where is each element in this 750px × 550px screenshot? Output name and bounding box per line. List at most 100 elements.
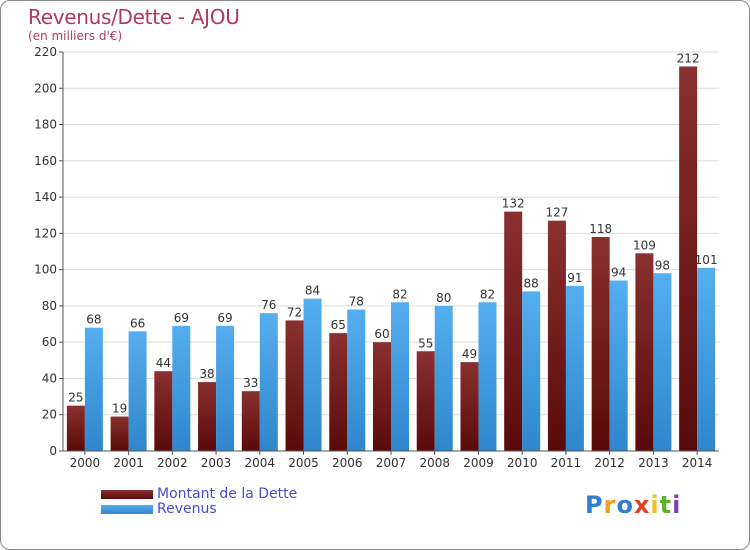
revenus-value-label: 76 bbox=[261, 298, 276, 312]
revenus-bar bbox=[172, 325, 191, 451]
x-tick-label: 2006 bbox=[332, 456, 363, 470]
revenus-value-label: 88 bbox=[524, 276, 539, 290]
x-tick-label: 2002 bbox=[157, 456, 188, 470]
debt-bar bbox=[504, 211, 523, 451]
revenus-bar bbox=[434, 305, 453, 451]
y-tick-label: 40 bbox=[42, 371, 57, 385]
debt-bar bbox=[547, 220, 566, 451]
debt-value-label: 25 bbox=[68, 391, 83, 405]
revenus-value-label: 82 bbox=[392, 287, 407, 301]
legend-swatch-revenus bbox=[101, 504, 153, 514]
logo-letter: i bbox=[672, 491, 682, 519]
revenus-bar bbox=[522, 291, 541, 451]
debt-bar bbox=[416, 351, 435, 451]
revenus-bar bbox=[565, 285, 584, 451]
revenus-value-label: 66 bbox=[130, 316, 145, 330]
chart-title: Revenus/Dette - AJOU bbox=[28, 5, 240, 29]
debt-bar bbox=[679, 66, 698, 451]
logo-letter: i bbox=[650, 491, 660, 519]
debt-value-label: 60 bbox=[374, 327, 389, 341]
x-tick-label: 2011 bbox=[551, 456, 582, 470]
revenus-bar bbox=[84, 327, 103, 451]
x-tick-label: 2004 bbox=[245, 456, 276, 470]
debt-bar bbox=[198, 382, 217, 451]
debt-value-label: 33 bbox=[243, 376, 258, 390]
debt-bar bbox=[66, 405, 85, 451]
x-tick-label: 2000 bbox=[70, 456, 101, 470]
revenus-bar bbox=[653, 273, 672, 451]
y-tick-label: 140 bbox=[34, 190, 57, 204]
x-tick-label: 2013 bbox=[638, 456, 669, 470]
y-tick-label: 200 bbox=[34, 81, 57, 95]
debt-bar bbox=[460, 362, 479, 451]
revenus-value-label: 78 bbox=[349, 295, 364, 309]
legend-item-debt: Montant de la Dette bbox=[101, 486, 297, 502]
axis-layer: 0 20 40 60 80 100 120 140 160 180 200 220 2000 2001 20… bbox=[34, 45, 719, 470]
debt-value-label: 212 bbox=[677, 52, 700, 66]
revenus-value-label: 69 bbox=[174, 311, 189, 325]
legend-label-debt: Montant de la Dette bbox=[157, 486, 298, 502]
revenus-bar bbox=[259, 313, 278, 451]
x-tick-label: 2009 bbox=[463, 456, 494, 470]
debt-bar bbox=[635, 253, 654, 451]
x-tick-label: 2003 bbox=[201, 456, 232, 470]
revenus-value-label: 101 bbox=[695, 253, 718, 267]
x-tick-label: 2012 bbox=[594, 456, 625, 470]
y-tick-label: 80 bbox=[42, 299, 57, 313]
revenus-bar bbox=[303, 298, 322, 451]
revenus-value-label: 69 bbox=[217, 311, 232, 325]
y-tick-label: 60 bbox=[42, 335, 57, 349]
logo-letter: r bbox=[603, 491, 617, 519]
bars-layer bbox=[66, 66, 716, 451]
y-tick-label: 120 bbox=[34, 226, 57, 240]
revenus-value-label: 80 bbox=[436, 291, 451, 305]
revenus-bar bbox=[697, 267, 716, 451]
debt-value-label: 49 bbox=[462, 347, 477, 361]
debt-value-label: 19 bbox=[112, 402, 127, 416]
debt-bar bbox=[110, 416, 129, 451]
revenus-value-label: 94 bbox=[611, 266, 626, 280]
debt-bar bbox=[373, 342, 391, 451]
legend-item-revenus: Revenus bbox=[101, 501, 217, 517]
x-tick-label: 2005 bbox=[288, 456, 319, 470]
debt-bar bbox=[285, 320, 304, 451]
revenus-bar bbox=[609, 280, 628, 451]
revenus-bar bbox=[128, 331, 147, 451]
debt-bar bbox=[241, 391, 260, 451]
revenus-bar bbox=[216, 325, 235, 451]
y-tick-label: 160 bbox=[34, 154, 57, 168]
y-tick-label: 20 bbox=[42, 408, 57, 422]
x-tick-label: 2008 bbox=[419, 456, 450, 470]
debt-bar bbox=[591, 236, 610, 451]
y-tick-label: 220 bbox=[34, 45, 57, 59]
x-tick-label: 2001 bbox=[113, 456, 144, 470]
revenus-value-label: 98 bbox=[655, 258, 670, 272]
debt-value-label: 65 bbox=[331, 318, 346, 332]
debt-value-label: 55 bbox=[418, 336, 433, 350]
debt-value-label: 44 bbox=[156, 356, 171, 370]
x-tick-label: 2010 bbox=[507, 456, 538, 470]
y-tick-label: 100 bbox=[34, 263, 57, 277]
revenus-bar bbox=[478, 302, 497, 451]
logo-letter: t bbox=[659, 491, 673, 519]
logo-letter: o bbox=[616, 491, 634, 519]
y-tick-label: 0 bbox=[49, 444, 57, 458]
chart-subtitle: (en milliers d'€) bbox=[28, 29, 123, 43]
y-tick-label: 180 bbox=[34, 118, 57, 132]
logo-letter: P bbox=[585, 491, 604, 519]
logo-letter: x bbox=[633, 491, 651, 519]
legend-label-revenus: Revenus bbox=[157, 501, 217, 517]
debt-bar bbox=[329, 333, 348, 451]
debt-value-label: 127 bbox=[545, 206, 568, 220]
revenus-bar bbox=[391, 302, 409, 451]
debt-value-label: 72 bbox=[287, 305, 302, 319]
debt-value-label: 132 bbox=[502, 197, 525, 211]
revenus-bar bbox=[347, 309, 366, 451]
debt-value-label: 38 bbox=[199, 367, 214, 381]
revenus-value-label: 91 bbox=[567, 271, 582, 285]
revenus-value-label: 84 bbox=[305, 284, 320, 298]
debt-bar bbox=[154, 371, 173, 451]
